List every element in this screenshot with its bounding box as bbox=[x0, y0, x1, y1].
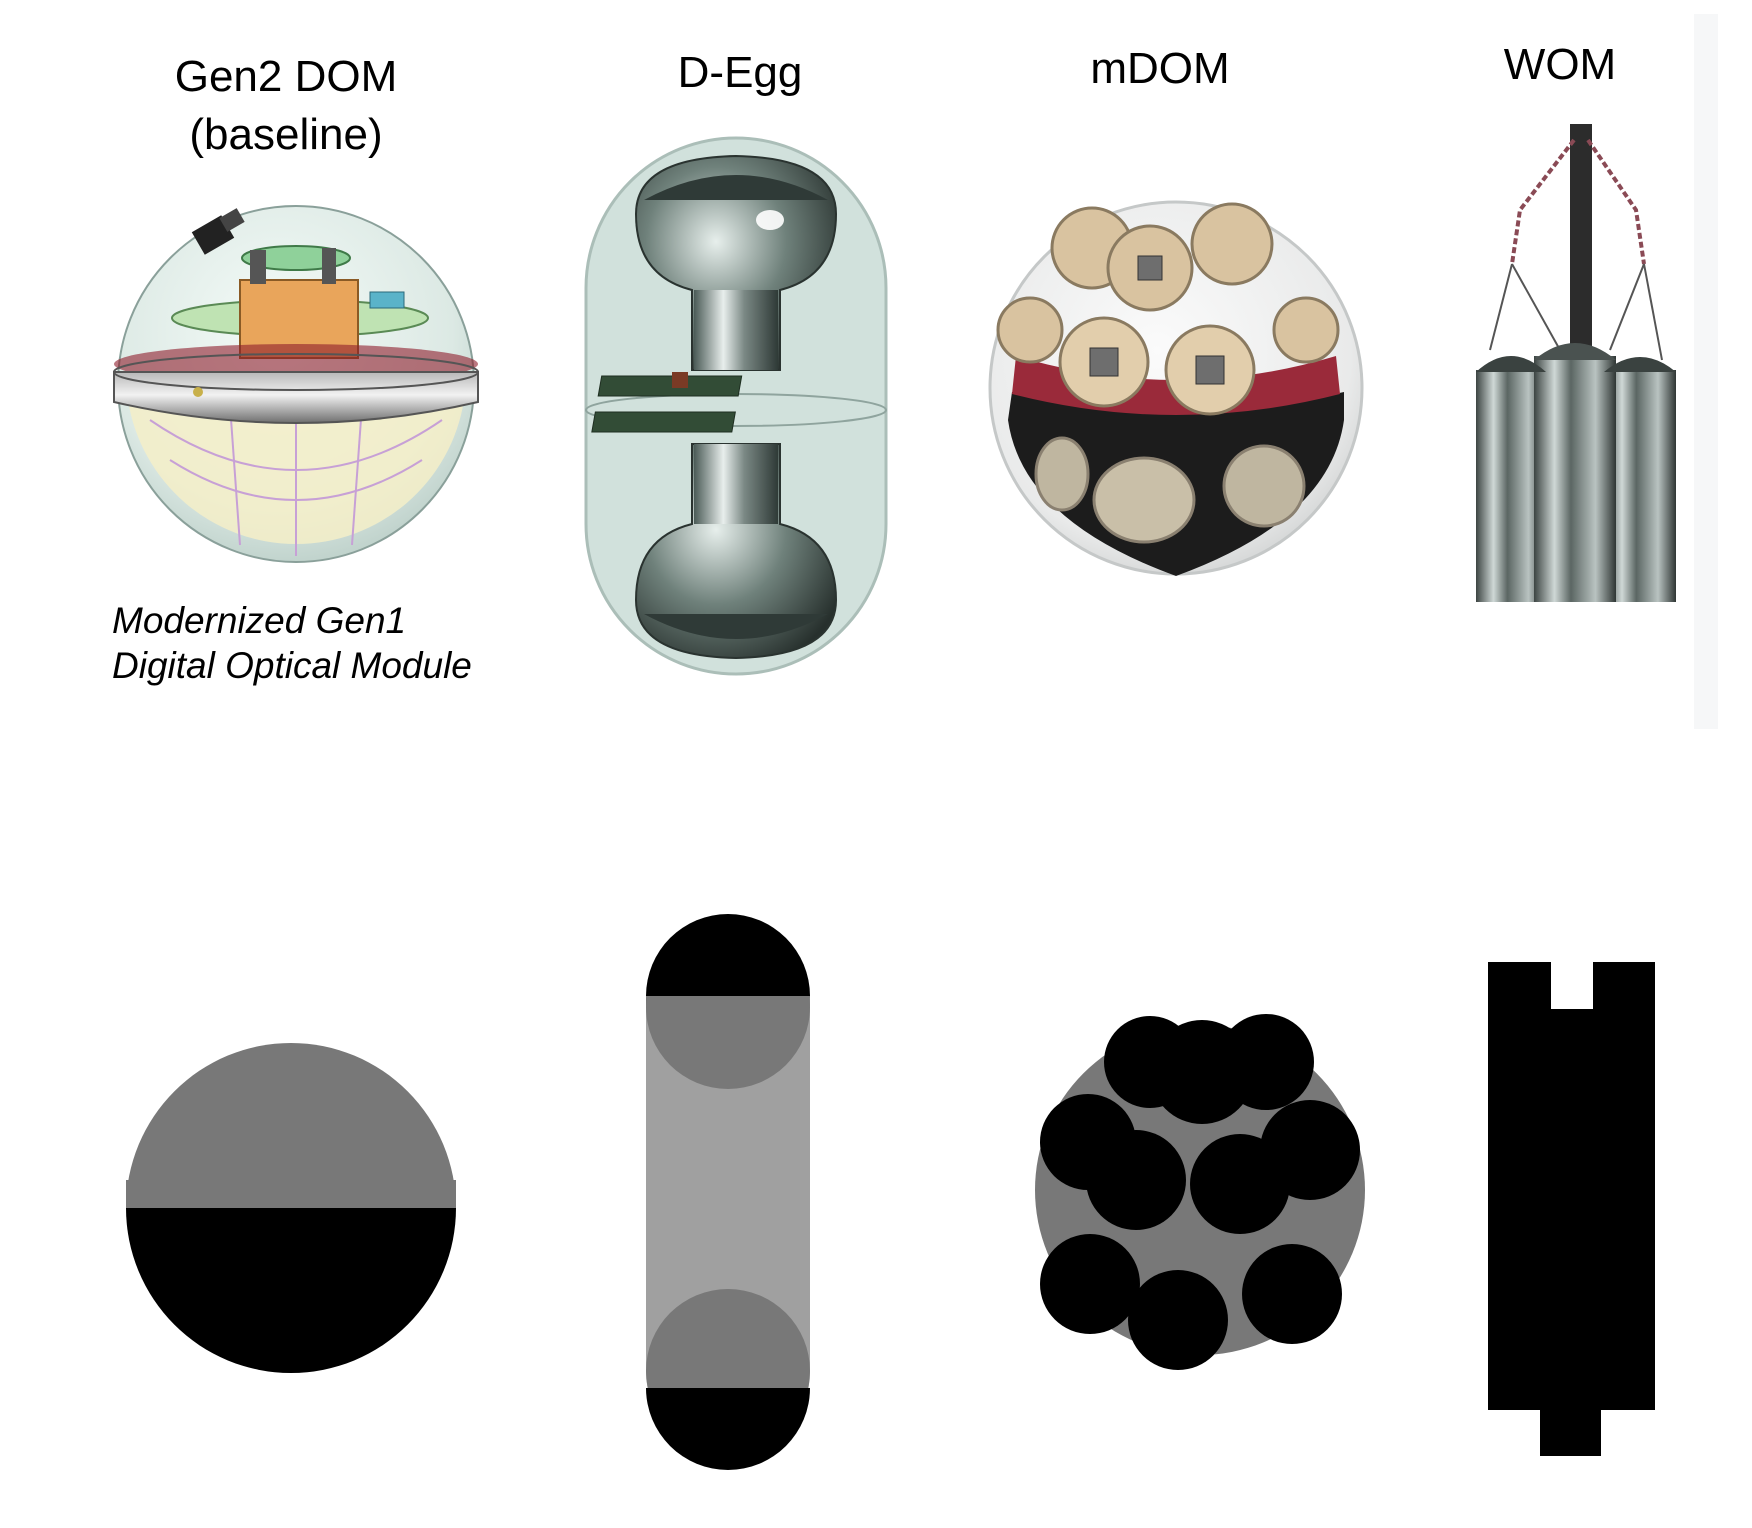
gen2-dom-render-icon bbox=[113, 205, 479, 563]
mdom-schematic-icon bbox=[1035, 1014, 1365, 1370]
gen2-dom-caption-line-2: Digital Optical Module bbox=[112, 645, 472, 686]
d-egg-render-icon bbox=[584, 136, 888, 676]
gen2-dom-schematic-icon bbox=[126, 1043, 456, 1373]
wom-title-line-1: WOM bbox=[1503, 40, 1617, 89]
gen2-dom-title: Gen2 DOM (baseline) bbox=[166, 48, 406, 164]
mdom-title-line-1: mDOM bbox=[1090, 44, 1230, 93]
d-egg-title-line-1: D-Egg bbox=[677, 48, 803, 97]
gen2-dom-title-line-2: (baseline) bbox=[189, 110, 383, 159]
wom-render-icon bbox=[1476, 124, 1676, 602]
gen2-dom-title-line-1: Gen2 DOM bbox=[174, 52, 398, 101]
d-egg-schematic-icon bbox=[646, 914, 810, 1470]
gen2-dom-caption: Modernized Gen1 Digital Optical Module bbox=[112, 598, 472, 688]
d-egg-title: D-Egg bbox=[630, 44, 850, 102]
gen2-dom-caption-line-1: Modernized Gen1 bbox=[112, 600, 407, 641]
mdom-title: mDOM bbox=[1050, 40, 1270, 98]
wom-schematic-icon bbox=[1488, 962, 1655, 1456]
mdom-render-icon bbox=[988, 200, 1364, 576]
wom-title: WOM bbox=[1450, 36, 1670, 94]
render-panel-edge bbox=[1694, 14, 1718, 729]
